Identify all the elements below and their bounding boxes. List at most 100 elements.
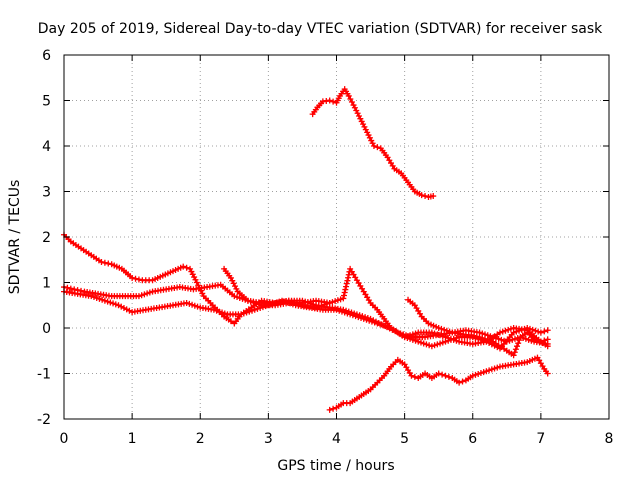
data-point-marker [456, 379, 463, 386]
data-point-marker [326, 299, 333, 306]
data-point-marker [531, 336, 538, 343]
data-point-marker [238, 311, 245, 318]
data-point-marker [348, 99, 355, 106]
data-point-marker [340, 292, 347, 299]
data-point-marker [475, 370, 482, 377]
data-point-marker [279, 297, 285, 304]
data-point-marker [227, 318, 234, 325]
data-point-marker [221, 310, 228, 317]
data-point-marker [371, 319, 378, 326]
data-point-marker [67, 285, 74, 292]
series-late-band [405, 296, 551, 359]
data-point-marker [329, 299, 336, 306]
data-point-marker [101, 259, 108, 266]
data-point-marker [129, 274, 136, 281]
data-point-marker [355, 314, 362, 321]
data-point-marker [341, 289, 348, 296]
data-point-marker [404, 333, 411, 340]
data-point-marker [343, 280, 350, 287]
data-point-marker [495, 335, 502, 342]
data-point-marker [434, 341, 441, 348]
data-point-marker [499, 328, 506, 335]
data-point-marker [534, 337, 541, 344]
data-point-marker [105, 260, 112, 267]
data-point-marker [234, 294, 241, 301]
data-point-marker [250, 299, 257, 306]
data-point-marker [484, 336, 491, 343]
data-point-marker [476, 334, 483, 341]
data-point-marker [439, 339, 446, 346]
data-point-marker [487, 337, 494, 344]
data-point-marker [482, 335, 489, 342]
data-point-marker [412, 330, 419, 337]
data-point-marker [101, 297, 108, 304]
axes: 0 1 2 3 4 5 6 7 8 -2 -1 0 1 2 3 4 5 6 [37, 48, 613, 447]
data-point-marker [138, 292, 145, 299]
series-low-arc [326, 354, 551, 413]
data-point-marker [110, 300, 117, 307]
data-point-marker [347, 95, 354, 102]
data-point-marker [544, 327, 551, 334]
data-point-marker [437, 332, 444, 339]
data-point-marker [407, 332, 414, 339]
x-tick-label: 4 [332, 431, 341, 447]
data-point-marker [415, 338, 422, 345]
data-point-marker [511, 349, 518, 356]
x-tick-label: 8 [605, 431, 614, 447]
data-point-marker [345, 274, 352, 281]
data-point-marker [330, 405, 337, 412]
data-point-marker [345, 92, 352, 99]
data-point-marker [379, 322, 386, 329]
data-point-marker [497, 329, 503, 336]
data-point-marker [437, 340, 444, 347]
data-point-marker [428, 329, 435, 336]
data-point-marker [446, 328, 453, 335]
data-point-marker [213, 307, 220, 314]
data-point-marker [439, 333, 446, 340]
data-point-marker [544, 343, 551, 350]
x-axis-label: GPS time / hours [277, 458, 394, 474]
data-point-marker [251, 306, 258, 313]
data-point-marker [360, 315, 367, 322]
data-point-marker [516, 337, 523, 344]
data-point-marker [104, 298, 111, 305]
data-point-marker [498, 336, 505, 343]
data-point-marker [477, 370, 484, 377]
data-point-marker [334, 297, 341, 304]
data-point-marker [423, 341, 430, 348]
data-point-marker [435, 325, 442, 331]
data-point-marker [340, 295, 347, 302]
data-point-marker [494, 364, 501, 371]
data-point-marker [401, 334, 408, 341]
data-point-marker [420, 340, 427, 347]
data-point-marker [93, 294, 100, 301]
y-tick-label: 2 [42, 230, 51, 246]
data-point-marker [441, 326, 448, 333]
data-point-marker [431, 330, 438, 337]
data-point-marker [511, 335, 518, 342]
data-point-marker [249, 307, 256, 314]
data-point-marker [541, 337, 548, 344]
data-point-marker [418, 192, 425, 199]
data-point-marker [347, 311, 354, 318]
data-point-marker [255, 301, 262, 308]
y-axis-label: SDTVAR / TECUs [7, 180, 23, 295]
data-point-marker [210, 306, 217, 313]
data-point-marker [338, 308, 345, 315]
x-tick-label: 0 [60, 431, 69, 447]
data-point-marker [132, 275, 139, 282]
data-point-marker [144, 290, 151, 297]
data-point-marker [370, 143, 377, 149]
data-point-marker [537, 329, 544, 336]
data-point-marker [541, 328, 548, 335]
data-point-marker [146, 289, 153, 296]
data-point-marker [253, 300, 260, 307]
data-point-marker [417, 339, 424, 346]
data-point-marker [442, 334, 449, 341]
data-point-marker [426, 342, 433, 349]
data-point-marker [486, 367, 493, 374]
data-point-marker [459, 378, 466, 385]
data-point-marker [186, 300, 193, 307]
data-point-marker [342, 286, 349, 293]
